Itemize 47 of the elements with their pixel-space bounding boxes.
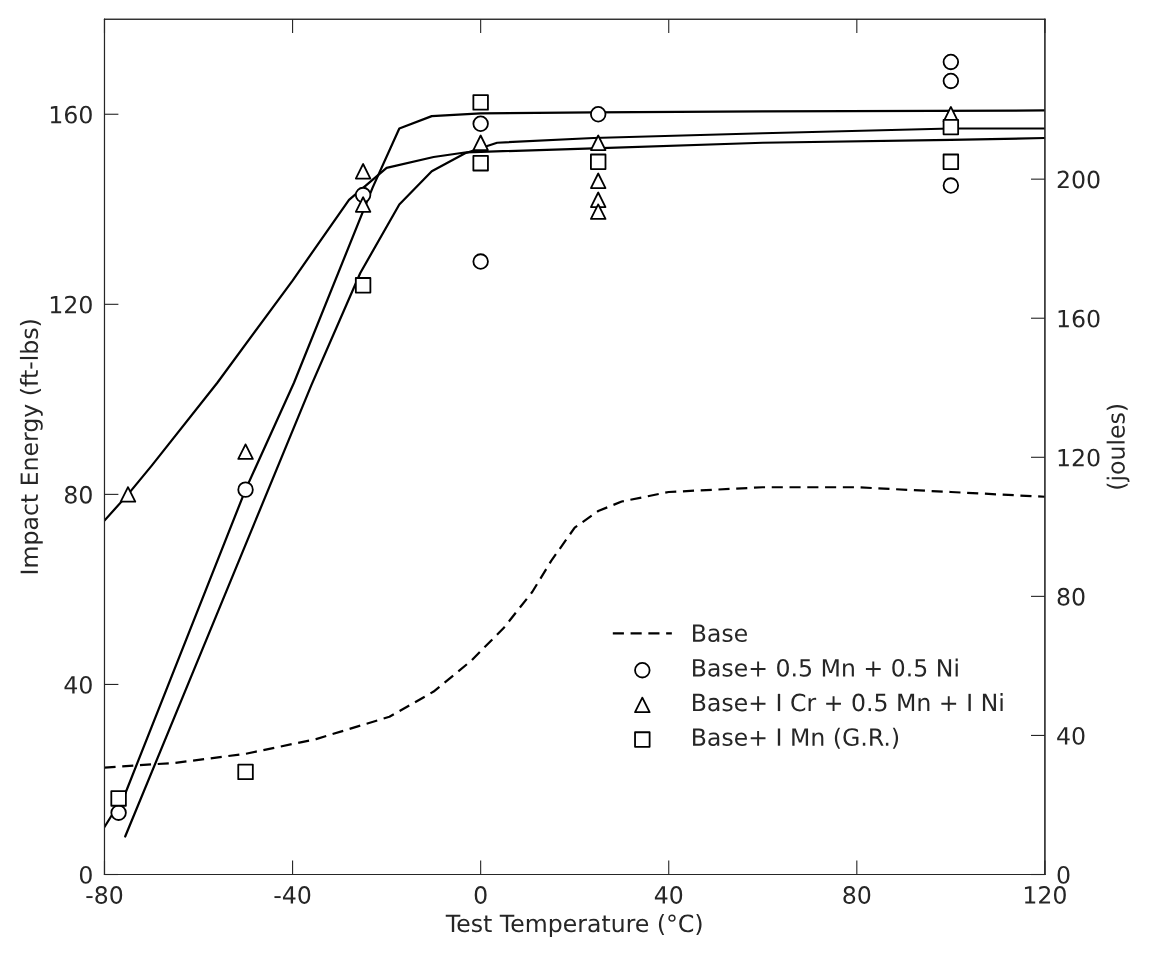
point	[942, 118, 960, 136]
point	[590, 106, 607, 123]
y-tick-label: 40	[64, 675, 92, 694]
point	[942, 153, 960, 170]
point	[472, 155, 489, 172]
point	[237, 481, 254, 498]
point	[354, 196, 372, 213]
point	[354, 277, 372, 294]
legend-label: Base+ 0.5 Mn + 0.5 Ni	[693, 658, 958, 677]
y-tick-label: 120	[50, 295, 92, 314]
point	[472, 115, 489, 132]
y2-axis-title: (joules)	[1106, 405, 1130, 489]
x-tick-label: 0	[474, 886, 487, 904]
x-tick-label: -40	[274, 886, 311, 904]
legend-label: Base+ I Cr + 0.5 Mn + I Ni	[693, 693, 1003, 712]
x-tick-label: 120	[1024, 886, 1066, 904]
point	[119, 486, 137, 503]
x-tick-label: 40	[654, 886, 683, 904]
y-tick-label: 160	[50, 105, 92, 124]
point	[110, 804, 127, 821]
point	[237, 443, 254, 460]
legend-label: Base	[693, 624, 747, 643]
point	[942, 177, 960, 194]
point	[110, 790, 127, 807]
x-axis-title: Test Temperature (°C)	[445, 914, 702, 937]
x-tick-label: 80	[843, 886, 871, 904]
x-tick-label: -80	[86, 886, 123, 904]
y-tick-label: 80	[64, 485, 92, 504]
point	[942, 53, 960, 71]
y2-tick-label: 120	[1058, 448, 1100, 467]
point	[942, 72, 960, 90]
y2-tick-label: 0	[1057, 865, 1070, 884]
point	[472, 253, 489, 270]
y2-tick-label: 40	[1057, 726, 1085, 745]
legend-label: Base+ I Mn (G.R.)	[693, 727, 899, 749]
point	[354, 163, 372, 180]
point	[590, 153, 607, 170]
y2-tick-label: 160	[1058, 309, 1100, 328]
y-tick-label: 0	[79, 865, 92, 884]
point	[472, 94, 489, 111]
y-axis-title: Impact Energy (ft-lbs)	[19, 320, 43, 574]
y2-tick-label: 200	[1057, 170, 1100, 189]
line-series	[104, 486, 1045, 769]
point	[237, 763, 254, 781]
point	[590, 134, 607, 151]
point	[472, 134, 489, 151]
y2-tick-label: 80	[1057, 587, 1085, 606]
